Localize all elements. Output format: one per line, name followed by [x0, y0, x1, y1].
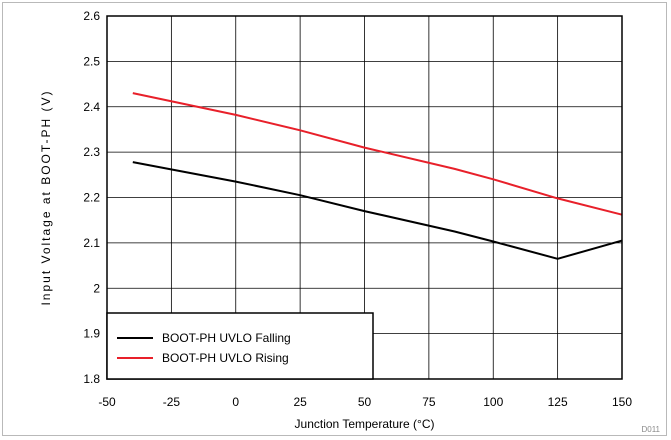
series-line-rising: [132, 92, 623, 216]
x-tick-label: -50: [98, 395, 116, 409]
legend-entry-falling: BOOT-PH UVLO Falling: [162, 331, 291, 345]
y-tick-label: 2.6: [83, 9, 100, 23]
x-axis-label: Junction Temperature (°C): [295, 417, 435, 431]
series-lines: [132, 92, 623, 260]
x-tick-label: 125: [548, 395, 568, 409]
y-tick-label: 1.8: [83, 372, 100, 386]
y-tick-label: 2.1: [83, 236, 100, 250]
x-tick-label: 150: [612, 395, 632, 409]
y-tick-label: 2.2: [83, 191, 100, 205]
y-tick-labels: 1.8 1.9 2 2.1 2.2 2.3 2.4 2.5 2.6: [83, 9, 100, 386]
y-tick-label: 2.4: [83, 100, 100, 114]
y-tick-label: 2.3: [83, 145, 100, 159]
x-tick-label: 75: [422, 395, 436, 409]
y-tick-label: 2.5: [83, 54, 100, 68]
y-axis-label: Input Voltage at BOOT-PH (V): [39, 89, 53, 305]
series-line-falling: [132, 161, 623, 260]
legend: BOOT-PH UVLO Falling BOOT-PH UVLO Rising: [106, 312, 374, 380]
x-tick-label: 0: [232, 395, 239, 409]
x-tick-labels: -50 -25 0 25 50 75 100 125 150: [98, 395, 632, 409]
y-tick-label: 1.9: [83, 327, 100, 341]
x-tick-label: -25: [163, 395, 181, 409]
legend-entry-rising: BOOT-PH UVLO Rising: [162, 351, 289, 365]
x-tick-label: 50: [358, 395, 372, 409]
y-tick-label: 2: [93, 281, 100, 295]
x-tick-label: 25: [293, 395, 307, 409]
x-tick-label: 100: [483, 395, 503, 409]
figure-id-label: D011: [641, 425, 660, 434]
legend-box: [106, 312, 374, 380]
